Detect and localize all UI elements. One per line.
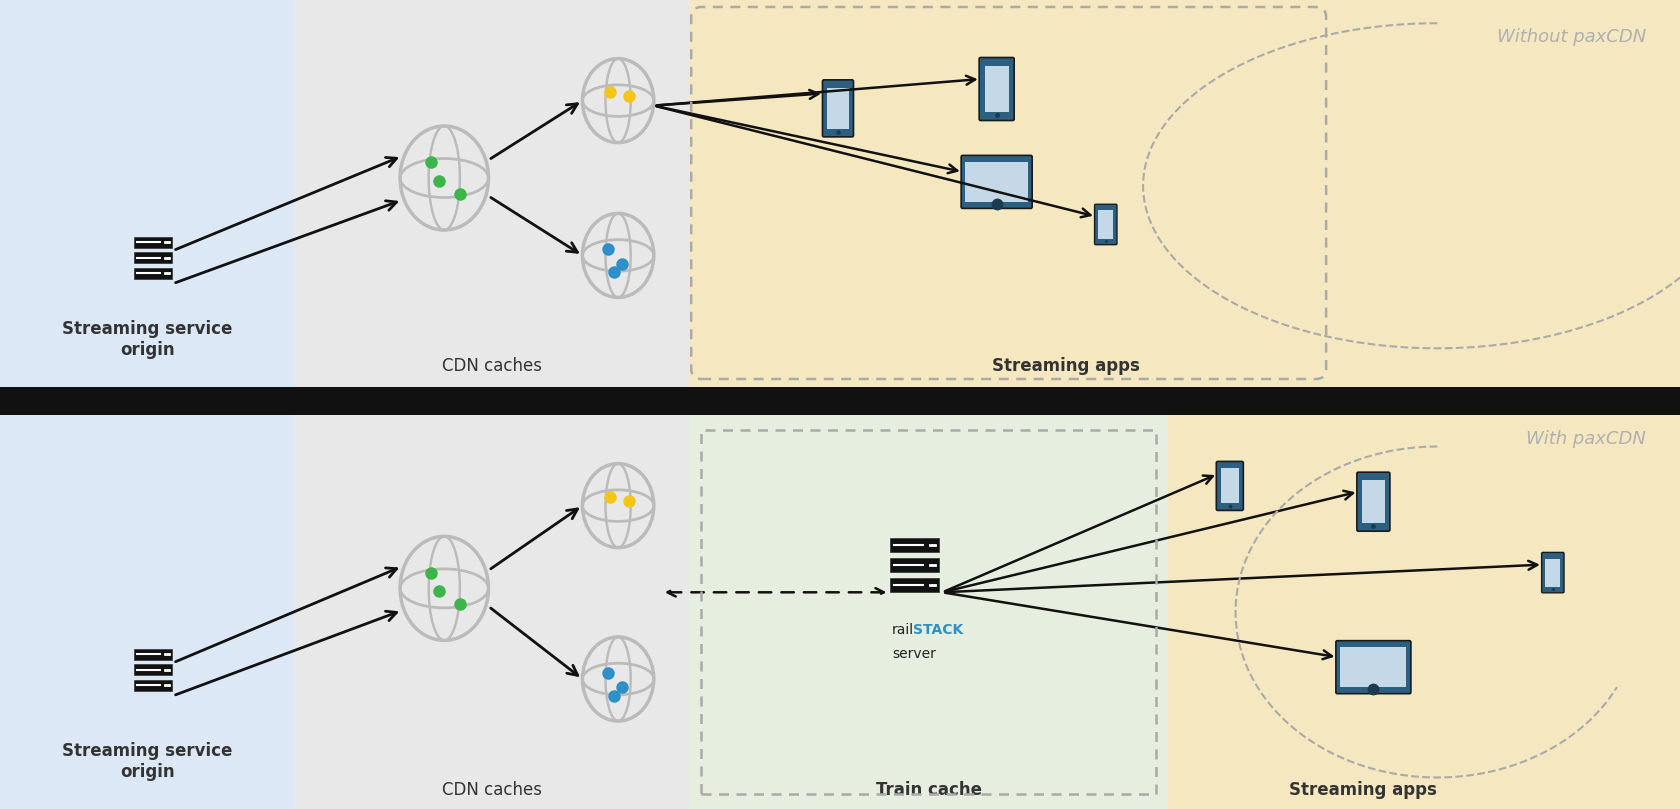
FancyBboxPatch shape <box>0 0 294 387</box>
FancyBboxPatch shape <box>827 88 848 129</box>
FancyBboxPatch shape <box>889 538 939 552</box>
FancyBboxPatch shape <box>964 162 1028 202</box>
FancyBboxPatch shape <box>961 155 1032 209</box>
FancyBboxPatch shape <box>1220 468 1238 503</box>
FancyBboxPatch shape <box>134 649 171 660</box>
Text: Streaming service
origin: Streaming service origin <box>62 320 232 359</box>
Text: Without paxCDN: Without paxCDN <box>1495 28 1645 46</box>
Text: Train cache: Train cache <box>875 781 981 799</box>
FancyBboxPatch shape <box>294 0 689 387</box>
Text: Streaming service
origin: Streaming service origin <box>62 742 232 781</box>
Text: rail: rail <box>890 623 912 637</box>
FancyBboxPatch shape <box>889 578 939 592</box>
FancyBboxPatch shape <box>1336 641 1410 693</box>
FancyBboxPatch shape <box>689 0 1680 387</box>
FancyBboxPatch shape <box>1097 210 1112 239</box>
Text: STACK: STACK <box>912 623 963 637</box>
FancyBboxPatch shape <box>134 664 171 676</box>
FancyBboxPatch shape <box>0 387 1680 415</box>
FancyBboxPatch shape <box>1216 461 1243 510</box>
FancyBboxPatch shape <box>0 415 294 809</box>
FancyBboxPatch shape <box>822 80 853 137</box>
FancyBboxPatch shape <box>978 57 1013 121</box>
Text: Streaming apps: Streaming apps <box>991 357 1139 375</box>
FancyBboxPatch shape <box>984 66 1008 112</box>
FancyBboxPatch shape <box>1361 481 1384 523</box>
FancyBboxPatch shape <box>1168 415 1680 809</box>
FancyBboxPatch shape <box>134 252 171 263</box>
FancyBboxPatch shape <box>1544 558 1559 587</box>
Text: CDN caches: CDN caches <box>442 357 541 375</box>
FancyBboxPatch shape <box>1339 647 1406 687</box>
FancyBboxPatch shape <box>294 415 689 809</box>
Text: CDN caches: CDN caches <box>442 781 541 799</box>
FancyBboxPatch shape <box>1541 553 1562 593</box>
FancyBboxPatch shape <box>1356 472 1389 532</box>
Text: With paxCDN: With paxCDN <box>1525 430 1645 448</box>
FancyBboxPatch shape <box>889 558 939 572</box>
Text: server: server <box>892 647 936 661</box>
FancyBboxPatch shape <box>689 415 1168 809</box>
FancyBboxPatch shape <box>134 237 171 248</box>
FancyBboxPatch shape <box>134 680 171 691</box>
Text: Streaming apps: Streaming apps <box>1289 781 1436 799</box>
FancyBboxPatch shape <box>134 268 171 278</box>
FancyBboxPatch shape <box>1094 204 1116 244</box>
